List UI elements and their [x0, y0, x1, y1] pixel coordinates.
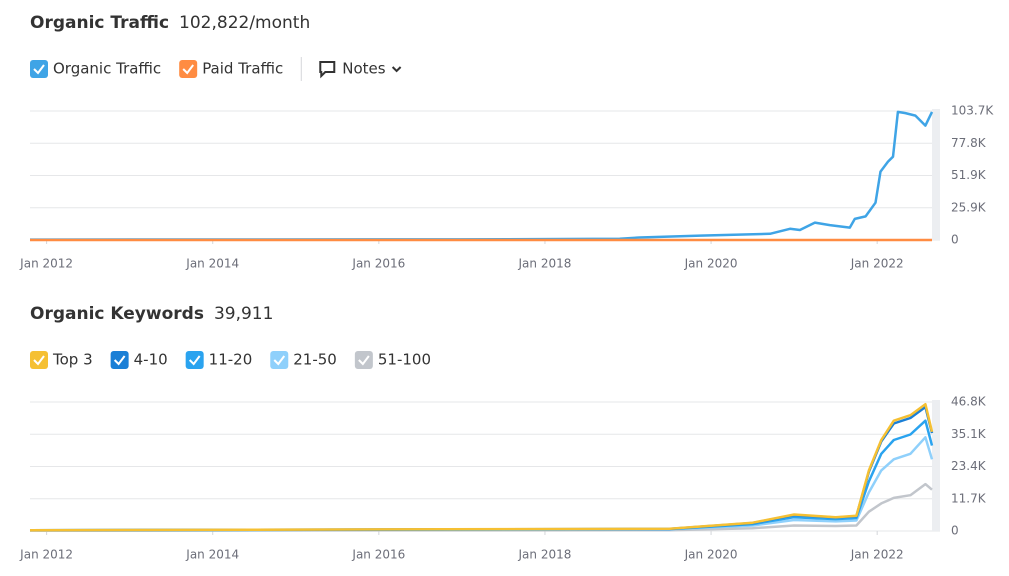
series-line [29, 482, 933, 532]
section-title: Organic Keywords [30, 304, 204, 324]
legend-checkbox[interactable] [354, 351, 373, 369]
legend-check [33, 355, 45, 366]
legend-label[interactable]: 4-10 [134, 351, 168, 369]
x-tick-label: Jan 2012 [19, 548, 73, 562]
x-tick-label: Jan 2012 [19, 257, 73, 271]
series-line [29, 110, 934, 241]
x-tick-label: Jan 2018 [518, 548, 572, 562]
y-tick-label: 103.7K [951, 104, 994, 118]
legend-label[interactable]: Paid Traffic [202, 60, 283, 78]
legend-checkbox[interactable] [110, 351, 129, 369]
legend-label[interactable]: Top 3 [52, 351, 93, 369]
legend-check [33, 64, 45, 75]
notes-label[interactable]: Notes [342, 60, 386, 78]
y-tick-label: 46.8K [951, 395, 987, 409]
y-tick-label: 0 [951, 233, 959, 247]
legend-check [273, 355, 286, 366]
legend-label[interactable]: 51-100 [378, 351, 431, 369]
legend-checkbox[interactable] [179, 60, 198, 78]
notes-chevron [391, 66, 402, 73]
legend-check [113, 355, 126, 366]
legend-checkbox[interactable] [185, 351, 204, 369]
x-tick-label: Jan 2016 [351, 257, 405, 271]
legend-label[interactable]: 11-20 [209, 351, 253, 369]
y-tick-label: 0 [951, 524, 959, 538]
y-tick-label: 11.7K [951, 491, 987, 505]
x-tick-label: Jan 2016 [351, 548, 405, 562]
y-tick-label: 35.1K [951, 427, 987, 441]
x-tick-label: Jan 2018 [518, 257, 572, 271]
series-line [29, 405, 934, 532]
range-end-shade [932, 400, 940, 531]
notes-icon [319, 61, 336, 79]
legend-label[interactable]: Organic Traffic [53, 60, 161, 78]
x-tick-label: Jan 2014 [185, 257, 239, 271]
legend-checkbox[interactable] [30, 60, 48, 78]
y-tick-label: 77.8K [951, 136, 987, 150]
legend-check [188, 355, 201, 366]
range-end-shade [932, 109, 940, 240]
y-tick-label: 25.9K [951, 200, 987, 214]
x-tick-label: Jan 2022 [850, 548, 904, 562]
y-tick-label: 51.9K [951, 168, 987, 182]
section-total: 102,822/month [179, 13, 310, 33]
x-tick-label: Jan 2022 [850, 257, 904, 271]
legend-checkbox[interactable] [30, 351, 48, 369]
legend-check [182, 64, 194, 75]
x-tick-label: Jan 2020 [684, 257, 738, 271]
legend-checkbox[interactable] [270, 351, 289, 369]
section-total: 39,911 [214, 304, 273, 324]
series-line [29, 402, 934, 532]
legend-label[interactable]: 21-50 [293, 351, 337, 369]
x-tick-label: Jan 2020 [684, 548, 738, 562]
legend-check [358, 355, 370, 366]
x-tick-label: Jan 2014 [185, 548, 239, 562]
section-title: Organic Traffic [30, 13, 169, 33]
y-tick-label: 23.4K [951, 459, 987, 473]
